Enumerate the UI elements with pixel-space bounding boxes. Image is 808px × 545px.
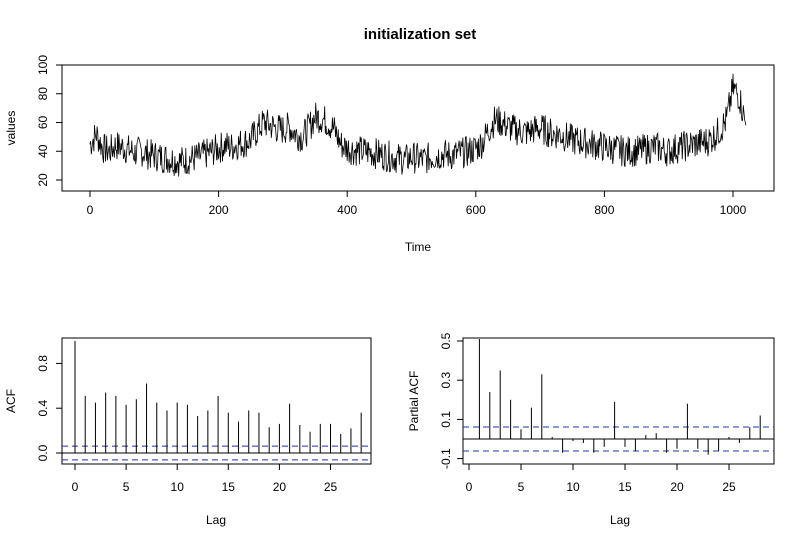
pacf-y-tick-label: 0.3: [439, 372, 453, 389]
pacf-x-tick-label: 25: [722, 480, 736, 494]
acf-x-tick-label: 20: [273, 480, 287, 494]
pacf-xlabel: Lag: [610, 513, 630, 527]
pacf-plot-frame: [462, 337, 775, 465]
ts-y-tick-label: 20: [36, 173, 50, 187]
ts-ticks: 0 200 400 600 800 1000 20 40 60 80 100: [36, 55, 747, 217]
acf-x-tick-label: 10: [171, 480, 185, 494]
ts-y-tick-label: 40: [36, 144, 50, 158]
pacf-x-tick-label: 15: [618, 480, 632, 494]
ts-xlabel: Time: [405, 240, 432, 254]
acf-panel: 0 5 10 15 20 25 0.0 0.4 0.8 Lag ACF: [4, 337, 372, 527]
pacf-panel: 0 5 10 15 20 25 -0.1 0.1 0.3 0.5 Lag Partial ACF: [407, 332, 775, 527]
ts-y-tick-label: 60: [36, 116, 50, 130]
ts-x-tick-label: 600: [466, 203, 486, 217]
ts-x-tick-label: 1000: [720, 203, 747, 217]
pacf-x-tick-label: 20: [670, 480, 684, 494]
ts-y-tick-label: 80: [36, 87, 50, 101]
ts-plot-frame: [61, 64, 775, 192]
ts-panel: 0 200 400 600 800 1000 20 40 60 80 100 Time values: [4, 55, 775, 254]
pacf-marks: 0 5 10 15 20 25 -0.1 0.1 0.3 0.5: [439, 332, 774, 494]
acf-y-tick-label: 0.8: [36, 355, 50, 372]
acf-y-tick-label: 0.0: [36, 444, 50, 461]
ts-title: initialization set: [364, 26, 477, 43]
acf-marks: 0 5 10 15 20 25 0.0 0.4 0.8: [36, 341, 371, 494]
ts-ylabel: values: [4, 111, 18, 146]
acf-plot-frame: [61, 337, 372, 465]
pacf-x-tick-label: 5: [518, 480, 525, 494]
pacf-y-tick-label: -0.1: [439, 448, 453, 469]
pacf-ylabel: Partial ACF: [407, 371, 421, 432]
acf-xlabel: Lag: [206, 513, 226, 527]
pacf-x-tick-label: 0: [466, 480, 473, 494]
ts-y-tick-label: 100: [36, 55, 50, 75]
acf-y-tick-label: 0.4: [36, 400, 50, 417]
ts-x-tick-label: 800: [594, 203, 614, 217]
pacf-x-tick-label: 10: [566, 480, 580, 494]
pacf-y-tick-label: 0.1: [439, 411, 453, 428]
ts-series-line: [89, 73, 747, 177]
acf-x-tick-label: 15: [222, 480, 236, 494]
pacf-y-tick-label: 0.5: [439, 332, 453, 349]
acf-x-tick-label: 5: [123, 480, 130, 494]
ts-x-tick-label: 0: [87, 203, 94, 217]
ts-x-tick-label: 400: [337, 203, 357, 217]
acf-x-tick-label: 25: [324, 480, 338, 494]
ts-x-tick-label: 200: [209, 203, 229, 217]
acf-ylabel: ACF: [4, 389, 18, 413]
acf-x-tick-label: 0: [72, 480, 79, 494]
